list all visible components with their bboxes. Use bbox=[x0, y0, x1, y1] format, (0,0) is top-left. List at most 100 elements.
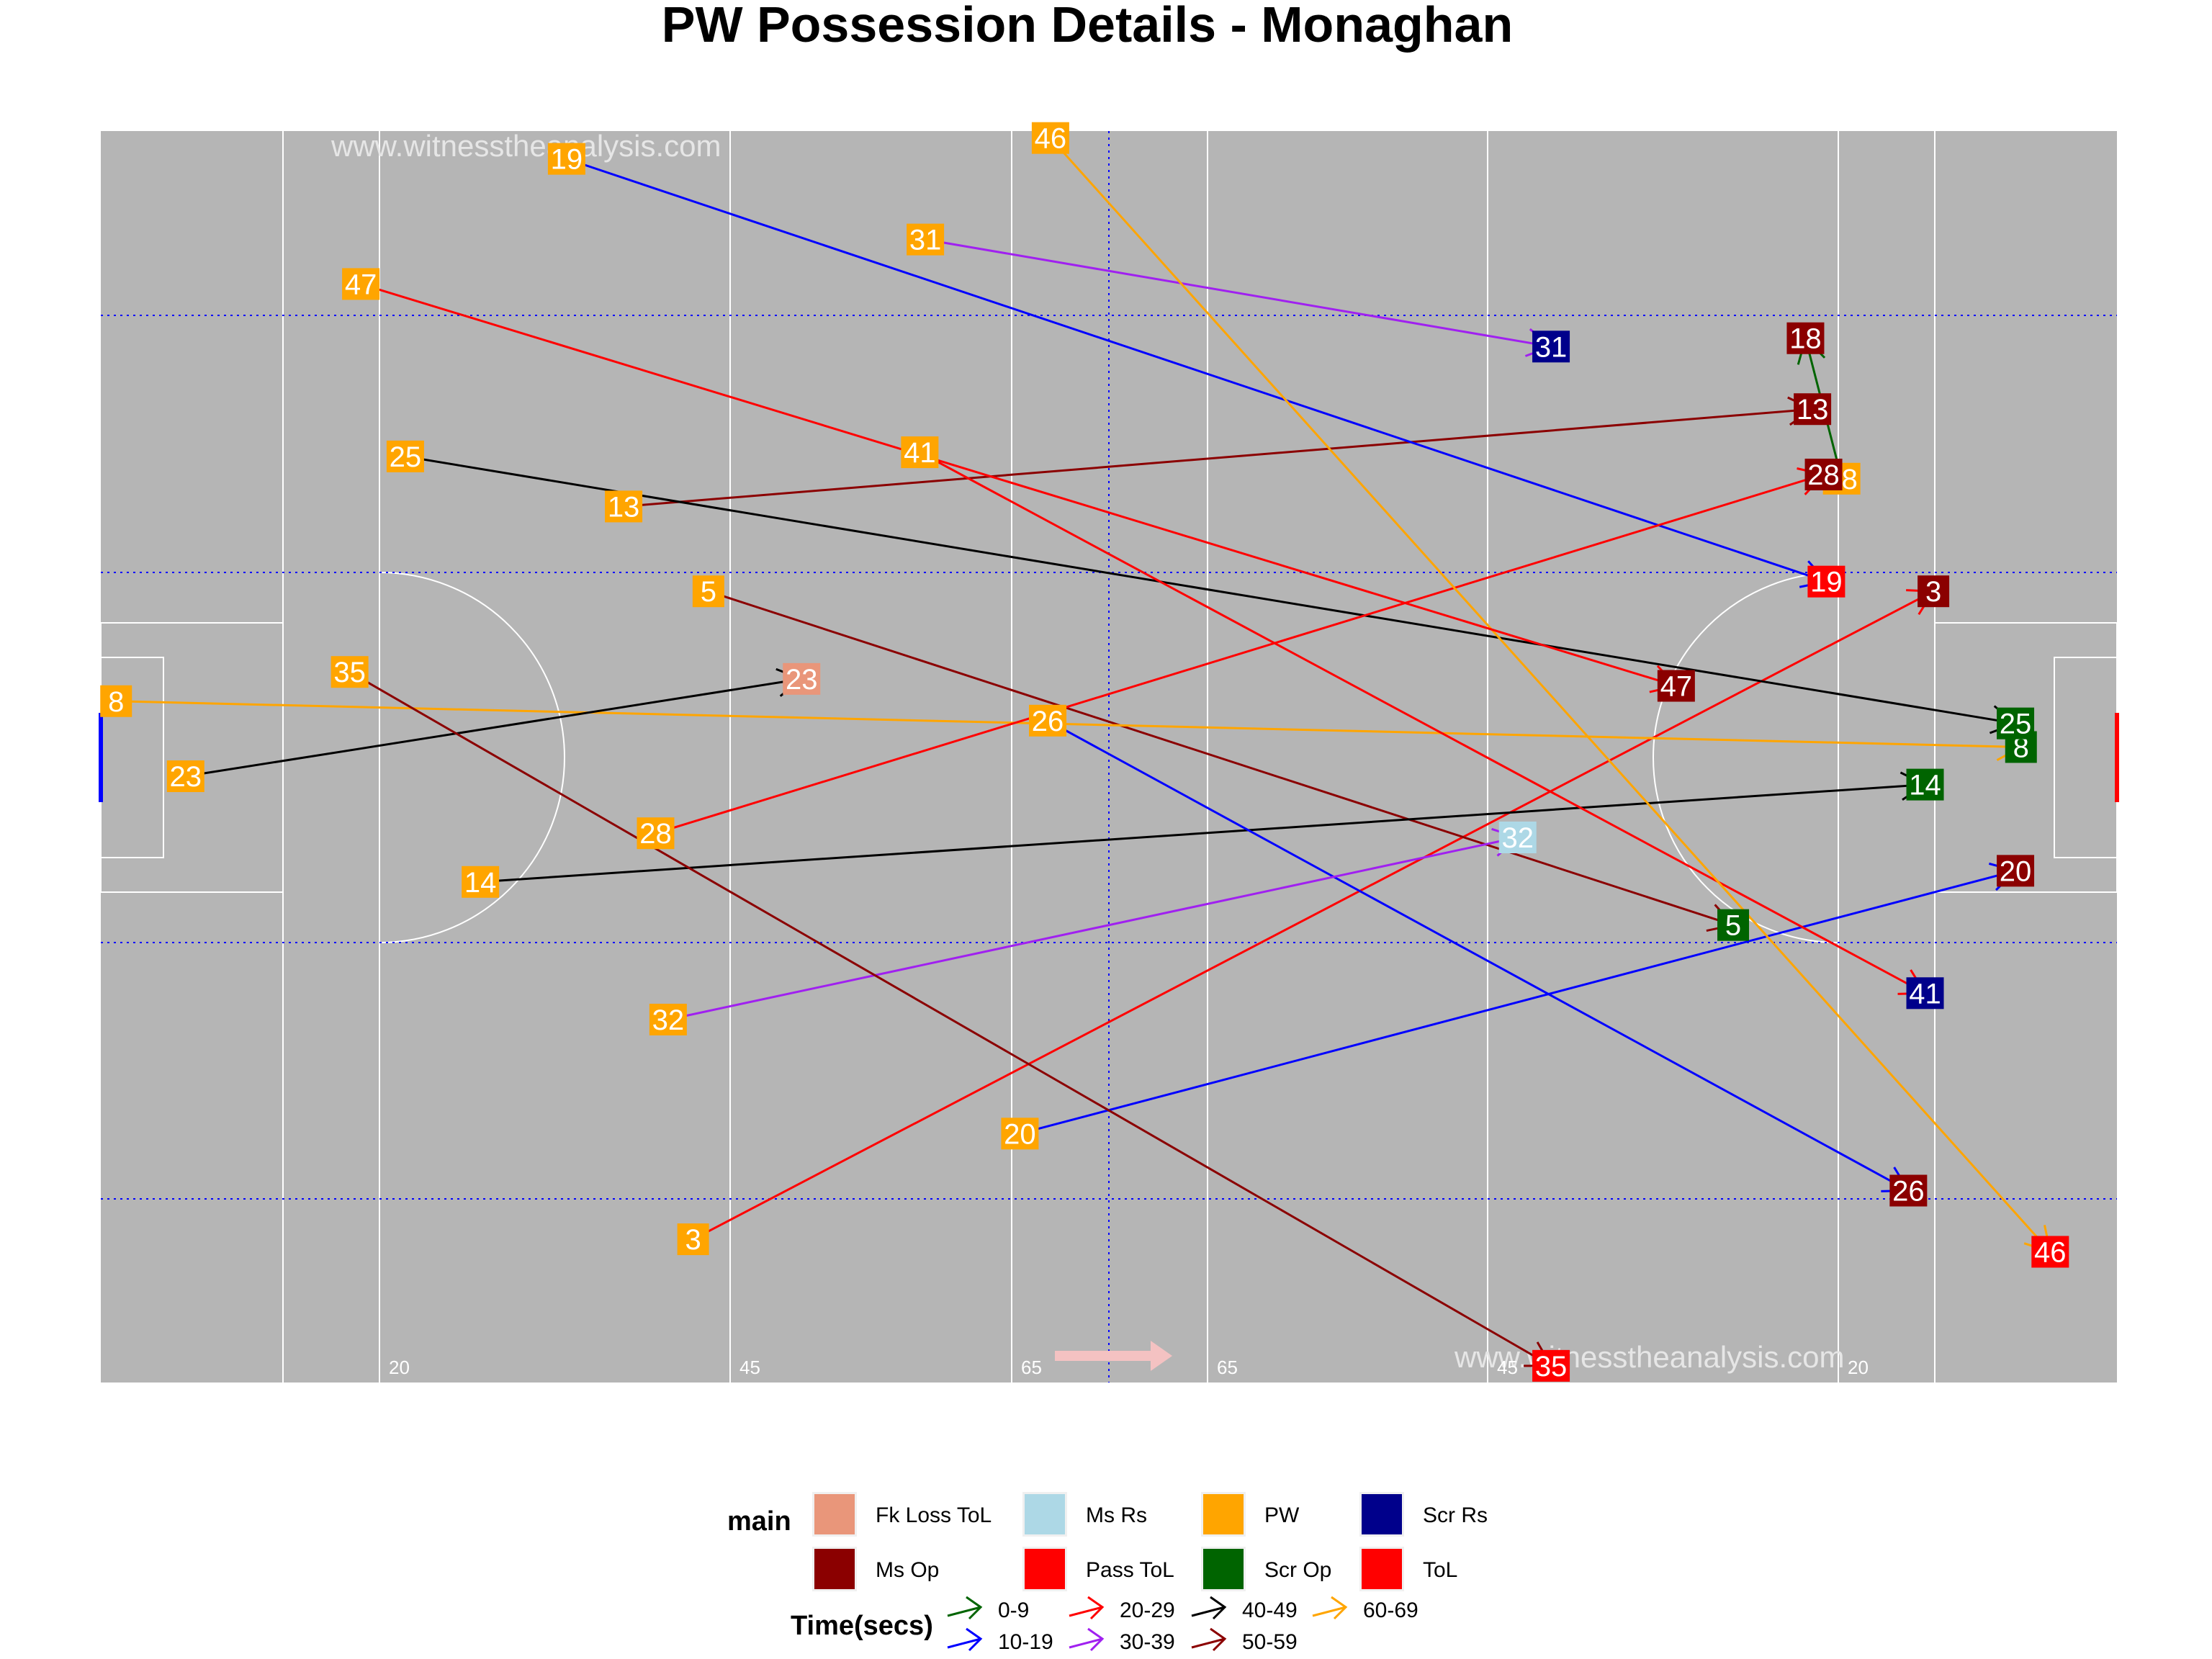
arrow-line-19 bbox=[566, 158, 1827, 583]
start-label-5-text: 5 bbox=[701, 576, 716, 608]
start-label-25: 25 bbox=[386, 440, 424, 473]
pitch-marker-65-left: 65 bbox=[1021, 1357, 1042, 1378]
legend-main-label-2: Ms Rs bbox=[1086, 1503, 1147, 1527]
start-label-8-box bbox=[100, 685, 132, 717]
start-label-31-box bbox=[907, 223, 945, 256]
start-label-8-text: 8 bbox=[108, 686, 124, 718]
start-label-19-box bbox=[547, 143, 585, 175]
arrow-line-5 bbox=[708, 590, 1734, 927]
end-label-19-box bbox=[1807, 565, 1845, 598]
start-label-32: 32 bbox=[649, 1003, 687, 1036]
end-label-13-box bbox=[1794, 393, 1832, 426]
start-label-31: 31 bbox=[907, 223, 945, 256]
start-label-35: 35 bbox=[331, 656, 369, 688]
end-label-32-text: 32 bbox=[1501, 822, 1534, 854]
end-label-28-text: 28 bbox=[1807, 459, 1840, 491]
end-label-5-box bbox=[1717, 909, 1750, 941]
end-label-3: 3 bbox=[1917, 575, 1950, 608]
end-label-3-text: 3 bbox=[1925, 576, 1941, 608]
legend: main Fk Loss ToL Ms Op Ms Rs Pass ToL PW Scr … bbox=[727, 1492, 1488, 1654]
pitch-markers: 20 45 65 65 45 20 bbox=[389, 1357, 1869, 1378]
end-label-18-text: 18 bbox=[1789, 323, 1822, 355]
start-label-25-text: 25 bbox=[390, 441, 422, 473]
start-label-46-box bbox=[1031, 122, 1069, 154]
end-label-46-text: 46 bbox=[2034, 1236, 2067, 1268]
legend-main-swatch-5 bbox=[1203, 1549, 1244, 1589]
end-label-35: 35 bbox=[1532, 1349, 1570, 1382]
start-label-35-text: 35 bbox=[333, 657, 366, 688]
end-label-19: 19 bbox=[1807, 565, 1845, 598]
end-label-13: 13 bbox=[1794, 393, 1832, 426]
start-label-20-box bbox=[1001, 1118, 1039, 1150]
end-label-47: 47 bbox=[1657, 670, 1695, 703]
arc-right bbox=[1653, 572, 1839, 943]
start-label-28-box bbox=[637, 817, 675, 850]
end-label-25: 25 bbox=[1997, 707, 2035, 740]
legend-time-label-4: 40-49 bbox=[1242, 1599, 1298, 1622]
start-label-5-box bbox=[692, 575, 724, 608]
watermark-bottom: www.witnesstheanalysis.com bbox=[1454, 1340, 1845, 1374]
pitch-marker-45-left: 45 bbox=[739, 1357, 760, 1378]
start-label-26-box bbox=[1029, 704, 1067, 737]
end-label-31-text: 31 bbox=[1535, 331, 1568, 363]
possession-arrows bbox=[116, 137, 2052, 1367]
pitch-marker-65-right: 65 bbox=[1217, 1357, 1238, 1378]
end-label-20-text: 20 bbox=[2000, 855, 2032, 887]
legend-time-head-5 bbox=[1210, 1627, 1227, 1652]
legend-main-title: main bbox=[727, 1506, 791, 1537]
legend-main-swatch-4 bbox=[1203, 1494, 1244, 1534]
end-label-18: 18 bbox=[1786, 322, 1825, 355]
legend-time-line-6 bbox=[1312, 1606, 1346, 1617]
start-label-14-box bbox=[462, 866, 500, 898]
legend-time-label-3: 30-39 bbox=[1120, 1630, 1175, 1654]
arrow-line-35 bbox=[349, 670, 1552, 1367]
goal-right bbox=[2115, 713, 2119, 802]
pitch: www.witnesstheanalysis.com www.witnessth… bbox=[99, 129, 2119, 1382]
start-label-5: 5 bbox=[692, 575, 724, 608]
arrow-line-31 bbox=[925, 238, 1552, 348]
arrow-line-23 bbox=[185, 678, 802, 778]
start-label-32-box bbox=[649, 1003, 687, 1035]
start-label-20: 20 bbox=[1001, 1118, 1039, 1150]
legend-time-head-4 bbox=[1210, 1596, 1227, 1620]
legend-main-items: Fk Loss ToL Ms Op Ms Rs Pass ToL PW Scr Op Scr… bbox=[812, 1492, 1488, 1591]
start-label-32-text: 32 bbox=[652, 1004, 685, 1036]
arrow-line-8 bbox=[116, 700, 2021, 748]
end-label-26: 26 bbox=[1889, 1174, 1928, 1208]
start-label-46: 46 bbox=[1031, 122, 1069, 155]
end-label-19-text: 19 bbox=[1810, 567, 1843, 598]
legend-main-label-6: Scr Rs bbox=[1423, 1503, 1488, 1527]
legend-time-head-1 bbox=[966, 1627, 983, 1652]
legend-time-label-5: 50-59 bbox=[1242, 1630, 1298, 1654]
legend-main-label-0: Fk Loss ToL bbox=[876, 1503, 992, 1527]
direction-arrow bbox=[1055, 1341, 1172, 1371]
end-label-32-box bbox=[1498, 822, 1537, 854]
legend-time-line-1 bbox=[947, 1637, 981, 1649]
end-label-14-box bbox=[1906, 768, 1944, 801]
end-label-46-box bbox=[2031, 1236, 2069, 1268]
start-label-13-box bbox=[605, 490, 643, 523]
end-label-14: 14 bbox=[1906, 768, 1944, 801]
end-label-41: 41 bbox=[1906, 977, 1944, 1010]
end-label-28: 28 bbox=[1804, 458, 1843, 491]
end-label-5: 5 bbox=[1717, 909, 1750, 942]
pitch-marker-20-right: 20 bbox=[1848, 1357, 1869, 1378]
dotted-guides bbox=[101, 131, 2117, 1382]
end-label-47-box bbox=[1657, 670, 1695, 702]
end-label-13-text: 13 bbox=[1797, 394, 1829, 426]
legend-time-label-1: 10-19 bbox=[998, 1630, 1053, 1654]
start-label-14: 14 bbox=[462, 866, 500, 899]
start-label-26-text: 26 bbox=[1032, 706, 1064, 737]
start-label-25-box bbox=[386, 440, 424, 472]
end-label-3-box bbox=[1917, 575, 1950, 608]
legend-time-head-3 bbox=[1087, 1627, 1105, 1652]
end-label-31: 31 bbox=[1532, 331, 1570, 363]
legend-main-swatch-3 bbox=[1025, 1549, 1065, 1589]
end-label-41-box bbox=[1906, 977, 1944, 1010]
legend-main-swatch-0 bbox=[814, 1494, 855, 1534]
start-label-35-box bbox=[331, 656, 369, 688]
end-label-20: 20 bbox=[1997, 855, 2035, 887]
start-label-19: 19 bbox=[547, 143, 585, 176]
start-label-47: 47 bbox=[342, 268, 380, 300]
start-label-19-text: 19 bbox=[551, 144, 583, 176]
